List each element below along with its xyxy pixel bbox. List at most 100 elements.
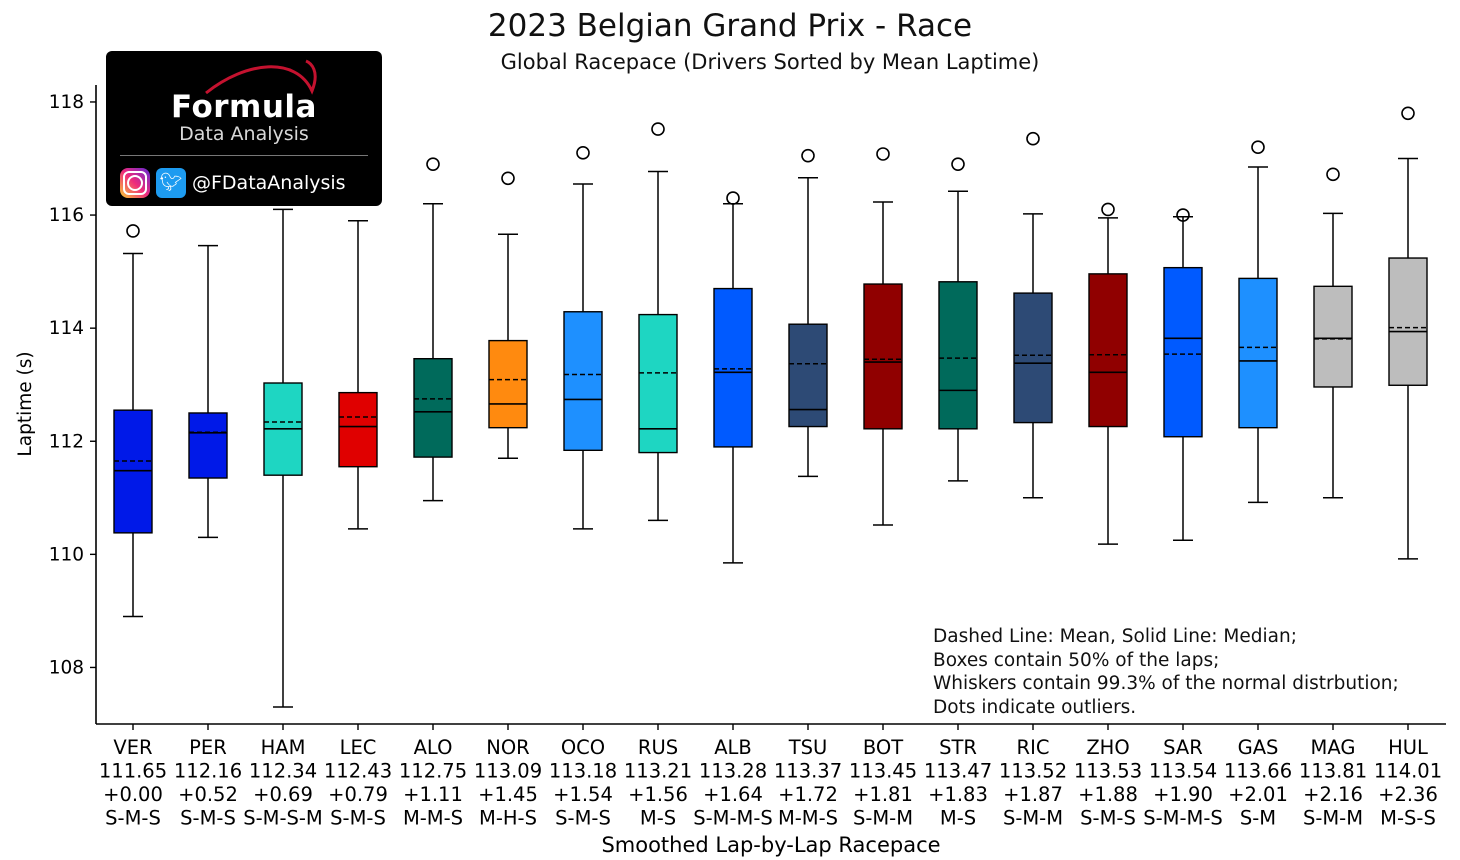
outlier-point xyxy=(1176,208,1190,222)
iqr-box xyxy=(338,391,378,468)
x-tick-driver: VER xyxy=(113,736,152,759)
x-tick-mean: 113.47 xyxy=(924,760,992,783)
iqr-box xyxy=(1238,277,1278,429)
x-tick-mean: 113.66 xyxy=(1224,760,1292,783)
x-axis-label: Smoothed Lap-by-Lap Racepace xyxy=(601,833,940,857)
x-tick-driver: ZHO xyxy=(1086,736,1129,759)
x-tick-gap: +1.88 xyxy=(1078,783,1138,806)
x-tick-mean: 113.09 xyxy=(474,760,542,783)
y-tick-label: 116 xyxy=(49,205,84,226)
logo-swoosh xyxy=(205,59,317,95)
iqr-box xyxy=(938,281,978,430)
x-tick-mean: 112.34 xyxy=(249,760,317,783)
box-zho xyxy=(1088,202,1128,545)
x-tick-gap: +0.00 xyxy=(103,783,163,806)
x-tick-driver: MAG xyxy=(1311,736,1356,759)
box-ver xyxy=(113,224,153,618)
x-tick-stints: M-H-S xyxy=(479,807,537,830)
x-tick-stints: M-S xyxy=(640,807,676,830)
x-tick-gap: +1.64 xyxy=(703,783,763,806)
x-tick-mean: 113.18 xyxy=(549,760,617,783)
x-tick-mean: 113.52 xyxy=(999,760,1067,783)
x-tick-driver: HAM xyxy=(261,736,306,759)
box-lec xyxy=(338,219,378,530)
x-tick-stints: S-M-S xyxy=(1080,807,1136,830)
x-tick-stints: S-M xyxy=(1240,807,1276,830)
logo-handle: @FDataAnalysis xyxy=(192,172,346,194)
x-tick-gap: +1.45 xyxy=(478,783,538,806)
x-tick-gap: +1.11 xyxy=(403,783,463,806)
box-nor xyxy=(488,171,528,459)
x-tick-stints: M-S xyxy=(940,807,976,830)
iqr-box xyxy=(863,283,903,430)
x-tick-stints: M-S-S xyxy=(1380,807,1436,830)
y-tick-label: 114 xyxy=(49,318,84,339)
outlier-point xyxy=(1026,131,1040,146)
box-str xyxy=(938,157,978,482)
outlier-point xyxy=(726,191,740,205)
x-tick-labels: VER111.65+0.00S-M-SPER112.16+0.52S-M-SHA… xyxy=(99,724,1442,830)
x-tick-stints: S-M-S xyxy=(180,807,236,830)
box-alo xyxy=(413,157,453,502)
iqr-box xyxy=(1388,257,1428,386)
iqr-box xyxy=(1013,292,1053,424)
chart-title: 2023 Belgian Grand Prix - Race xyxy=(487,8,973,44)
iqr-box xyxy=(413,357,453,458)
x-tick-gap: +0.79 xyxy=(328,783,388,806)
outlier-point xyxy=(1401,106,1415,121)
x-tick-gap: +2.36 xyxy=(1378,783,1438,806)
x-tick-gap: +1.72 xyxy=(778,783,838,806)
x-tick-mean: 113.37 xyxy=(774,760,842,783)
x-tick-driver: RUS xyxy=(638,736,678,759)
iqr-box xyxy=(113,409,153,534)
iqr-box xyxy=(1088,273,1128,428)
boxes xyxy=(113,106,1428,708)
y-tick-label: 112 xyxy=(49,431,84,452)
x-tick-mean: 114.01 xyxy=(1374,760,1442,783)
outlier-point xyxy=(126,224,140,238)
x-tick-gap: +0.69 xyxy=(253,783,313,806)
box-oco xyxy=(563,146,603,530)
x-tick-stints: S-M-M xyxy=(1003,807,1063,830)
note-line: Dashed Line: Mean, Solid Line: Median; xyxy=(933,626,1297,647)
x-tick-driver: OCO xyxy=(561,736,605,759)
note-line: Whiskers contain 99.3% of the normal dis… xyxy=(933,673,1399,694)
x-tick-driver: TSU xyxy=(788,736,828,759)
outlier-point xyxy=(576,146,590,160)
x-tick-gap: +0.52 xyxy=(178,783,238,806)
x-tick-stints: S-M-S xyxy=(555,807,611,830)
x-tick-mean: 112.43 xyxy=(324,760,392,783)
box-tsu xyxy=(788,148,828,478)
iqr-box xyxy=(188,412,228,479)
x-tick-driver: LEC xyxy=(340,736,377,759)
x-tick-driver: BOT xyxy=(863,736,903,759)
x-tick-stints: S-M-M-S xyxy=(693,807,773,830)
y-tick-label: 110 xyxy=(49,544,84,565)
chart-subtitle: Global Racepace (Drivers Sorted by Mean … xyxy=(500,50,1040,74)
note-line: Dots indicate outliers. xyxy=(933,696,1137,718)
outlier-point xyxy=(651,122,665,136)
logo-divider xyxy=(120,155,368,156)
outlier-point xyxy=(801,148,815,163)
brand-logo: Formula Data Analysis 🐦︎ @FDataAnalysis xyxy=(106,51,382,206)
axes: 108 110 112 114 116 118 xyxy=(49,85,1446,725)
y-axis-label: Laptime (s) xyxy=(15,351,36,456)
x-tick-driver: HUL xyxy=(1388,736,1428,759)
box-hul xyxy=(1388,106,1428,560)
x-tick-stints: M-M-S xyxy=(778,807,838,830)
iqr-box xyxy=(1313,285,1353,388)
outlier-point xyxy=(951,157,965,171)
x-tick-stints: S-M-M xyxy=(853,807,913,830)
x-tick-mean: 113.54 xyxy=(1149,760,1217,783)
iqr-box xyxy=(788,323,828,428)
legend-note: Dashed Line: Mean, Solid Line: Median; B… xyxy=(933,625,1399,719)
box-bot xyxy=(863,147,903,526)
instagram-icon xyxy=(120,168,150,198)
logo-brand-sub: Data Analysis xyxy=(179,123,309,145)
x-tick-driver: GAS xyxy=(1238,736,1279,759)
iqr-box xyxy=(563,311,603,452)
box-ham xyxy=(263,208,303,708)
outlier-point xyxy=(1326,167,1340,182)
x-tick-driver: NOR xyxy=(486,736,530,759)
